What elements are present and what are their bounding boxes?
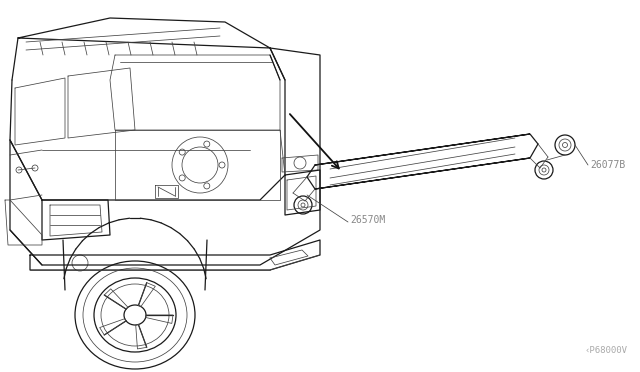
Text: 26570M: 26570M bbox=[350, 215, 385, 225]
Text: ‹P68000V: ‹P68000V bbox=[585, 346, 628, 355]
Text: 26077B: 26077B bbox=[590, 160, 625, 170]
